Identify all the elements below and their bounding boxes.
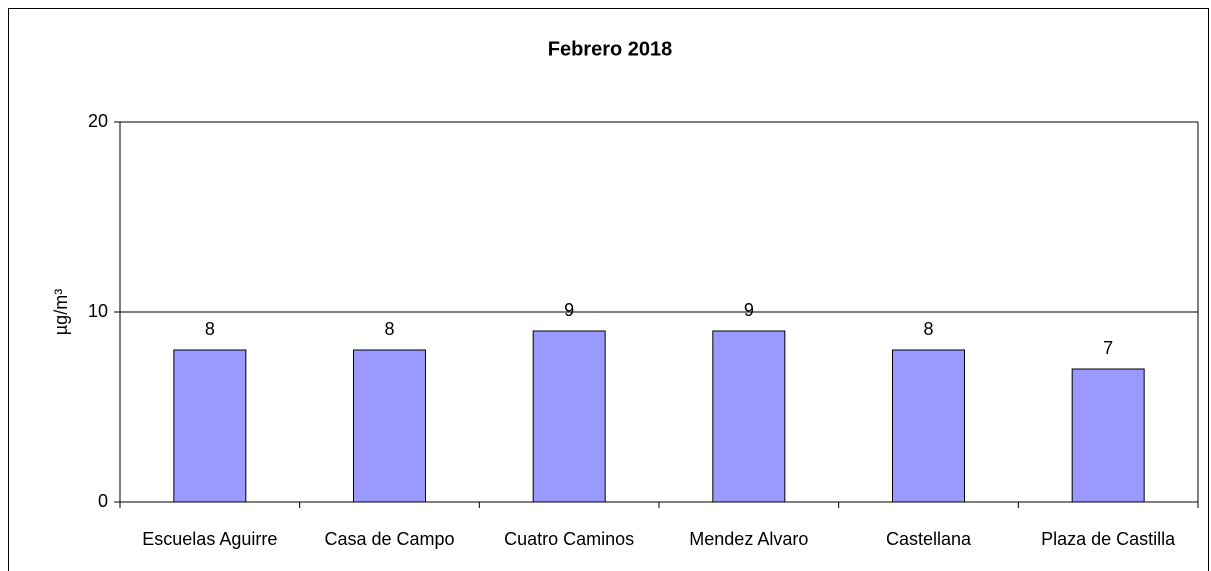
x-tick-label: Castellana [886, 529, 972, 549]
x-tick-label: Casa de Campo [324, 529, 454, 549]
y-axis-label: µg/m³ [51, 289, 71, 335]
value-label: 9 [744, 300, 754, 320]
x-tick-label: Mendez Alvaro [689, 529, 808, 549]
value-label: 8 [384, 319, 394, 339]
y-tick-label: 10 [88, 301, 108, 321]
bar [712, 330, 786, 503]
bar [892, 349, 965, 503]
y-tick-label: 20 [88, 111, 108, 131]
value-label: 7 [1103, 338, 1113, 358]
value-label: 8 [923, 319, 933, 339]
bar [532, 330, 606, 503]
x-tick-label: Escuelas Aguirre [142, 529, 277, 549]
value-label: 8 [205, 319, 215, 339]
bar [353, 349, 426, 503]
chart-title: Febrero 2018 [548, 38, 673, 60]
value-label: 9 [564, 300, 574, 320]
bar [173, 349, 247, 503]
y-tick-label: 0 [98, 491, 108, 511]
x-tick-label: Plaza de Castilla [1041, 529, 1176, 549]
x-tick-label: Cuatro Caminos [504, 529, 634, 549]
bar [1071, 368, 1145, 503]
